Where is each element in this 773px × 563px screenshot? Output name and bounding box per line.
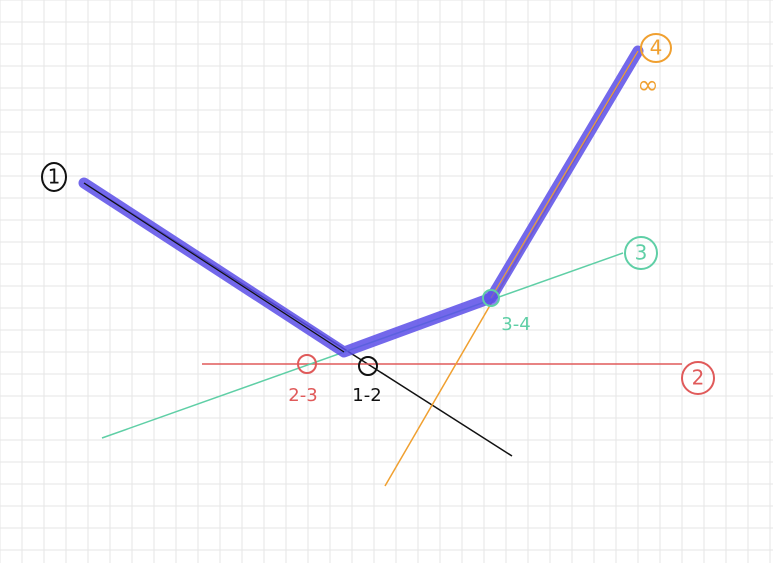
line-4-overlay (490, 50, 639, 299)
label-intersection-1-2: 1-2 (352, 385, 381, 406)
intersection-3-4-marker (482, 289, 500, 307)
label-line-1-text: 1 (48, 165, 61, 189)
upper-envelope (78, 45, 644, 358)
label-intersection-2-3: 2-3 (288, 385, 317, 406)
label-line-4-text: 4 (650, 36, 663, 60)
label-line-4: 4 (640, 33, 672, 63)
intersection-1-2-marker (358, 356, 378, 376)
intersection-2-3-marker (297, 354, 317, 374)
label-intersection-3-4: 3-4 (501, 314, 530, 335)
label-infinity: ∞ (637, 71, 659, 101)
label-line-1: 1 (41, 162, 67, 192)
label-line-2-text: 2 (692, 366, 705, 390)
label-line-2: 2 (681, 361, 715, 395)
label-line-3: 3 (624, 236, 658, 270)
line-1-overlay (83, 182, 345, 353)
label-line-3-text: 3 (635, 241, 648, 265)
